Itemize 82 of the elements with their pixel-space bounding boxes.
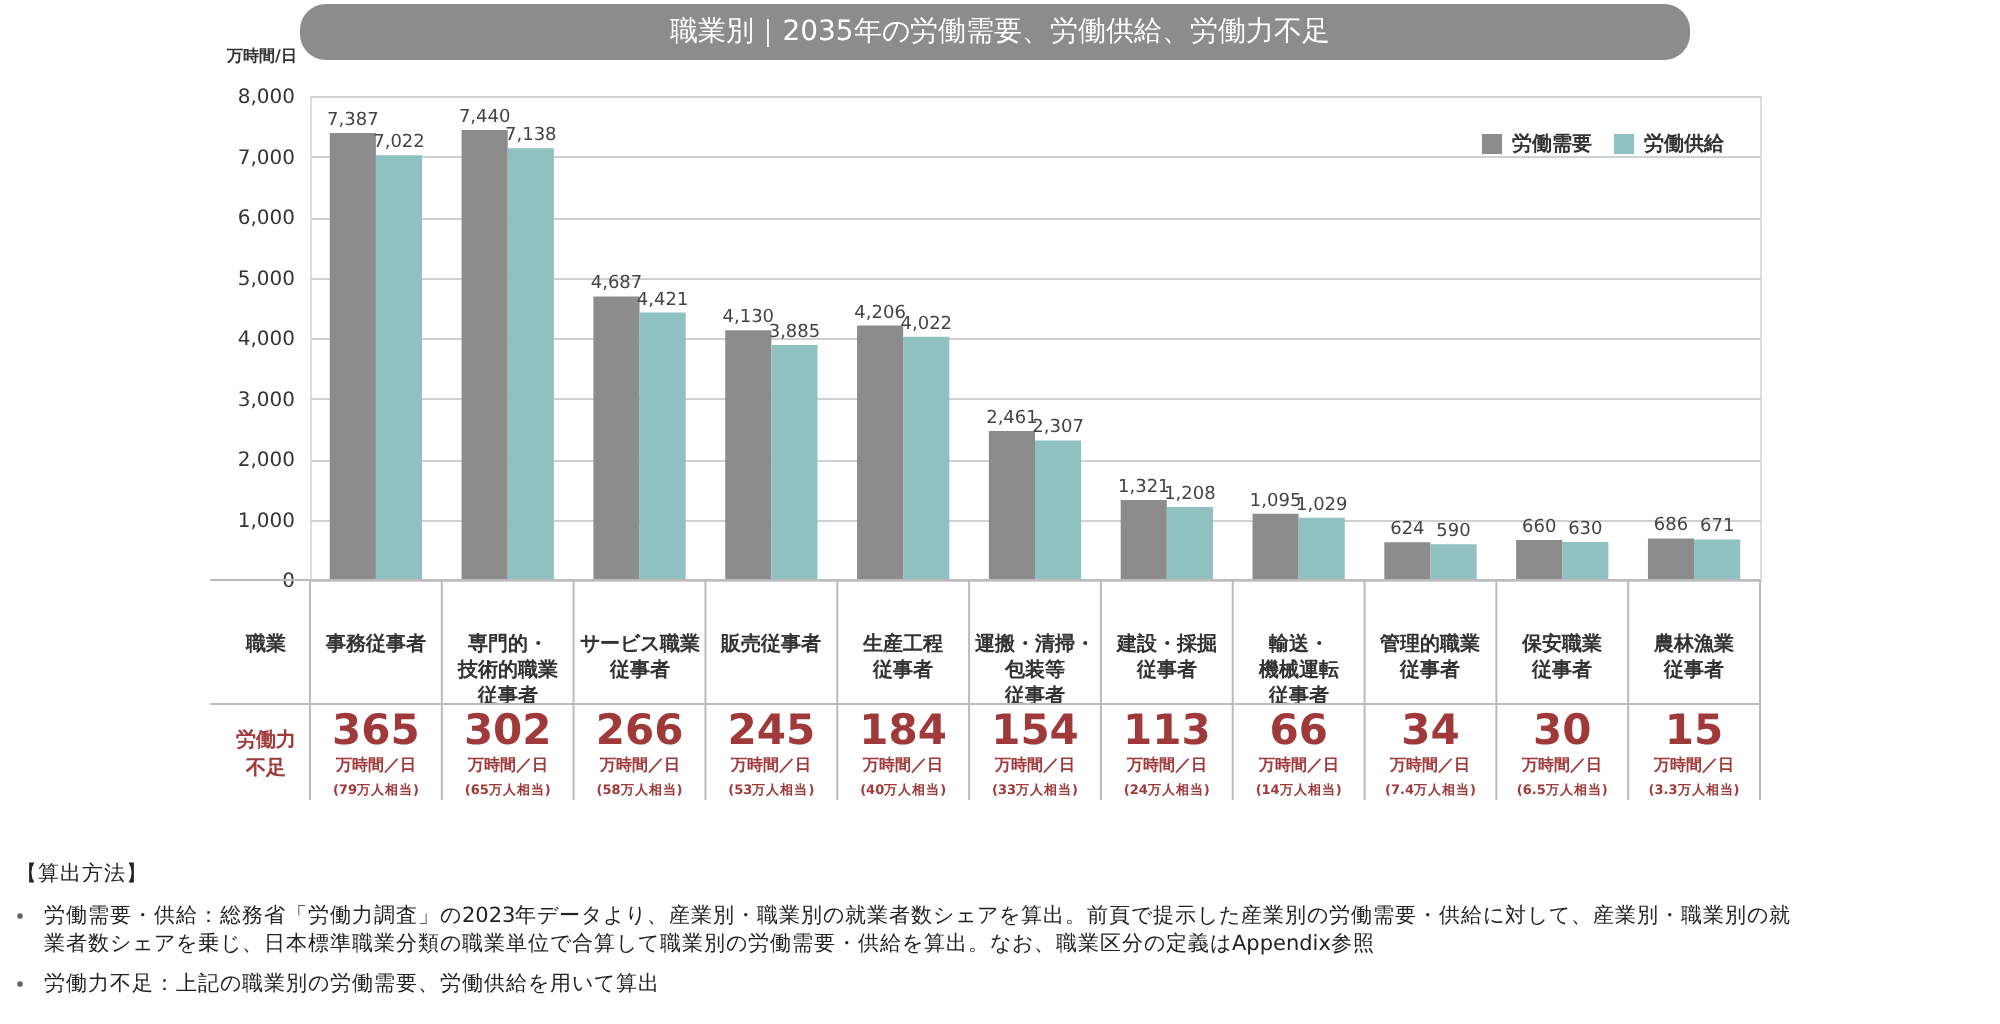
data-label: 1,208 bbox=[1164, 484, 1217, 505]
x-tick-label: 販売従事者 bbox=[719, 632, 822, 656]
x-tick-label: 建設・採掘従事者 bbox=[1114, 632, 1217, 682]
text: 万時間／日 bbox=[597, 756, 680, 774]
text: 万時間／日 bbox=[1652, 756, 1735, 774]
text: 万時間／日 bbox=[1256, 756, 1339, 774]
text: 万時間／日 bbox=[729, 756, 812, 774]
text: 365 bbox=[332, 706, 420, 754]
y-tick-label: 6,000 bbox=[237, 208, 295, 230]
bar bbox=[329, 133, 376, 580]
y-tick-label: 4,000 bbox=[237, 329, 295, 351]
text: 34 bbox=[1401, 706, 1460, 754]
data-label: 686 bbox=[1653, 516, 1689, 537]
text: 184 bbox=[859, 706, 948, 754]
text: 【算出方法】 bbox=[16, 860, 148, 886]
text: 66 bbox=[1269, 706, 1328, 754]
data-label: 590 bbox=[1436, 522, 1472, 543]
chart-title: 職業別｜2035年の労働需要、労働供給、労働力不足 bbox=[670, 16, 1330, 48]
bar bbox=[1252, 513, 1299, 580]
y-tick-label: 3,000 bbox=[237, 389, 295, 412]
data-label: 4,687 bbox=[590, 274, 643, 295]
bar bbox=[1562, 541, 1609, 580]
bar bbox=[1035, 440, 1082, 580]
bar bbox=[593, 296, 640, 580]
y-tick-label: 1,000 bbox=[237, 510, 295, 533]
text: 万時間／日 bbox=[993, 756, 1075, 774]
bar bbox=[1166, 506, 1213, 580]
data-label: 671 bbox=[1699, 517, 1735, 538]
bar bbox=[1647, 538, 1695, 580]
bar bbox=[1298, 517, 1345, 580]
x-tick-label: 事務従事者 bbox=[323, 632, 426, 656]
bar bbox=[639, 312, 686, 580]
text: 302 bbox=[463, 706, 552, 754]
x-tick-label: サービス職業従事者 bbox=[579, 632, 700, 682]
bar bbox=[1516, 540, 1563, 580]
text: 万時間／日 bbox=[1124, 756, 1207, 774]
data-label: 2,307 bbox=[1032, 418, 1084, 439]
bar bbox=[1120, 500, 1167, 580]
text: 万時間／日 bbox=[333, 756, 416, 774]
text: 万時間／日 bbox=[861, 756, 944, 774]
text: 万時間／日 bbox=[1388, 756, 1471, 774]
y-tick-label: 7,000 bbox=[237, 147, 295, 170]
text: 万時間／日 bbox=[1520, 756, 1603, 774]
text: 30 bbox=[1533, 706, 1592, 754]
data-label: 7,440 bbox=[458, 107, 511, 128]
data-label: 660 bbox=[1522, 518, 1557, 539]
text: 266 bbox=[595, 706, 684, 754]
y-tick-label: 8,000 bbox=[237, 87, 295, 109]
legend-label: 労働供給 bbox=[1644, 132, 1726, 156]
legend-label: 労働需要 bbox=[1512, 132, 1592, 156]
data-label: 4,022 bbox=[900, 314, 953, 335]
bar bbox=[1384, 542, 1431, 580]
text: 労働力不足：上記の職業別の労働需要、労働供給を用いて算出 bbox=[44, 970, 660, 996]
y-tick-label: 5,000 bbox=[237, 268, 295, 291]
bar bbox=[507, 148, 554, 580]
bar bbox=[903, 336, 950, 580]
y-axis-title: 万時間/日 bbox=[225, 47, 297, 65]
text: 154 bbox=[991, 706, 1079, 754]
x-tick-label: 管理的職業従事者 bbox=[1378, 632, 1481, 682]
bar bbox=[375, 155, 423, 580]
text: 15 bbox=[1664, 706, 1724, 754]
data-label: 624 bbox=[1390, 520, 1426, 541]
data-label: 7,387 bbox=[327, 111, 379, 132]
bar bbox=[771, 344, 818, 580]
bar bbox=[988, 431, 1035, 580]
text: 職業 bbox=[244, 632, 286, 656]
text: 113 bbox=[1122, 706, 1211, 754]
data-label: 630 bbox=[1568, 519, 1604, 540]
bar bbox=[461, 129, 508, 580]
bar bbox=[1694, 539, 1741, 580]
x-tick-label: 生産工程従事者 bbox=[861, 632, 944, 682]
bar bbox=[725, 330, 772, 580]
y-tick-label: 2,000 bbox=[237, 450, 295, 472]
data-label: 1,029 bbox=[1295, 495, 1349, 516]
text: 労働需要・供給：総務省「労働力調査」の2023年データより、産業別・職業別の就業者数シェアを算出。前頁で提示した産業別の労働需要・供給に対して、産業別・職業別の就業者数シェアを乗じ、日本標準職業分類の職業単位で合算して職業別の労働需要・供給を算出。なお、職業区分の定義はAppendix参照 bbox=[44, 902, 1792, 956]
x-tick-label: 農林漁業従事者 bbox=[1652, 632, 1735, 682]
text: 労働力不足 bbox=[236, 728, 296, 780]
text: 万時間／日 bbox=[465, 756, 548, 774]
bar bbox=[1430, 544, 1477, 580]
bar bbox=[857, 325, 904, 580]
text: 245 bbox=[727, 706, 816, 754]
x-tick-label: 保安職業従事者 bbox=[1520, 632, 1603, 682]
